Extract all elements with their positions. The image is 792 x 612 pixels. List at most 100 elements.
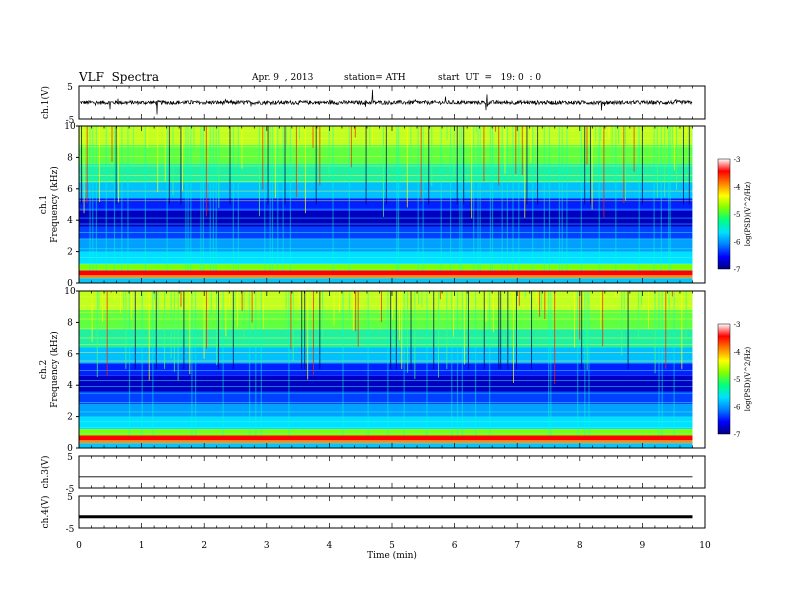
ch2-spectrogram-band xyxy=(79,443,693,448)
ch1-spectrogram-tone-line xyxy=(79,217,693,219)
ch1-spectrogram-streak xyxy=(580,126,582,271)
ch1-spectrogram-streak xyxy=(479,126,481,271)
ch2-spectrogram-streak xyxy=(357,291,359,347)
ch1-spectrogram-streak xyxy=(164,126,166,181)
ch1-spectrogram-tone-line xyxy=(79,276,693,278)
ch2-spectrogram-streak xyxy=(222,291,224,436)
ch2-spectrogram-streak xyxy=(349,291,351,323)
ch1-spectrogram-tone-line xyxy=(79,165,693,167)
ch1-spectrogram-streak xyxy=(92,126,94,271)
ch2-spectrogram-tone-line xyxy=(79,401,693,403)
ch1-spectrogram-tone-line xyxy=(79,137,693,139)
ch2-spectrogram-streak xyxy=(548,291,550,436)
ch2-spectrogram-colorbar xyxy=(717,323,731,435)
ch2-spectrogram-streak xyxy=(96,291,98,378)
ch1-spectrogram-band xyxy=(79,210,693,227)
ch2-spectrogram-streak xyxy=(456,291,459,436)
ch2-spectrogram-tone-line xyxy=(79,392,693,394)
ch1-spectrogram-streak xyxy=(332,126,334,271)
xtick-label: 5 xyxy=(389,541,395,551)
ch2-spectrogram-dark-streak xyxy=(395,291,397,370)
ch1-spectrogram-streak xyxy=(354,126,356,138)
ch2-spectrogram-tone-line xyxy=(79,296,693,298)
ch1-spectrogram-streak xyxy=(473,126,475,271)
ch1-spectrogram-streak xyxy=(608,126,610,139)
ch2-spectrogram-streak xyxy=(260,291,262,436)
ch1-spectrogram-streak xyxy=(396,126,398,271)
ch2-spectrogram-streak xyxy=(544,291,546,320)
ch2-spectrogram-ylabel-channel: ch.2 xyxy=(39,360,49,379)
ch1-spectrogram-dark-streak xyxy=(641,126,643,205)
ch2-spectrogram-streak xyxy=(255,291,257,436)
ch1-spectrogram-streak xyxy=(656,126,658,198)
ch1-spectrogram-streak xyxy=(172,126,174,196)
ch2-spectrogram-streak xyxy=(474,291,477,436)
ch2-spectrogram-streak xyxy=(123,291,125,330)
ch2-spectrogram-band xyxy=(79,347,693,364)
ch1-spectrogram-streak xyxy=(532,126,534,271)
ch1-spectrogram-streak xyxy=(218,126,220,208)
ch1-spectrogram-streak xyxy=(127,126,129,271)
ch1-spectrogram-streak xyxy=(422,126,424,271)
ch2-spectrogram-streak xyxy=(438,291,439,378)
ch1-spectrogram-streak xyxy=(295,126,297,198)
ch1-spectrogram-streak xyxy=(406,126,408,208)
xtick-label: 8 xyxy=(577,541,583,551)
ch1-spectrogram-dark-streak xyxy=(584,126,586,205)
ch1-spectrogram-streak xyxy=(269,126,271,271)
ch1-spectrogram-band xyxy=(79,270,693,276)
ch2-spectrogram-streak xyxy=(203,291,205,359)
ch1-spectrogram-tone-line xyxy=(79,248,693,250)
ch2-spectrogram-streak xyxy=(681,291,683,370)
ch2-spectrogram-streak xyxy=(228,291,230,307)
ch2-spectrogram-streak xyxy=(641,291,643,306)
ch1-spectrogram-streak xyxy=(89,126,91,271)
ch3-waveform-ytick-top: 5 xyxy=(67,453,73,463)
ch2-spectrogram-streak xyxy=(237,291,238,328)
ch2-spectrogram-tone-line xyxy=(79,305,693,307)
ch2-spectrogram-ytick: 2 xyxy=(67,413,73,423)
ch1-spectrogram-ytick: 10 xyxy=(64,122,76,132)
xaxis-label: Time (min) xyxy=(367,550,417,561)
ch1-spectrogram-streak xyxy=(459,126,461,271)
ch2-spectrogram-ytick: 6 xyxy=(67,350,73,360)
ch1-spectrogram-streak xyxy=(86,126,88,203)
ch2-spectrogram-streak xyxy=(654,291,656,374)
station-label: station= ATH xyxy=(344,73,406,83)
ch1-spectrogram-streak xyxy=(504,126,506,174)
ch2-spectrogram-band xyxy=(79,375,693,392)
ch1-spectrogram-streak xyxy=(491,126,494,271)
ch2-spectrogram-streak xyxy=(401,291,403,370)
ch2-spectrogram-band xyxy=(79,435,693,441)
ch1-spectrogram-dark-streak xyxy=(526,126,528,205)
ch2-spectrogram-streak xyxy=(446,291,448,370)
ch2-spectrogram-streak xyxy=(157,291,159,322)
ch1-spectrogram-streak xyxy=(521,126,523,176)
ch2-spectrogram-streak xyxy=(489,291,491,436)
ch4-waveform-ytick-bottom: -5 xyxy=(66,525,75,535)
ch2-spectrogram-ytick: 0 xyxy=(67,444,73,454)
ch1-spectrogram-streak xyxy=(328,126,330,177)
ch1-spectrogram-dark-streak xyxy=(315,126,317,205)
ch1-spectrogram-streak xyxy=(477,126,479,271)
ch1-spectrogram-streak xyxy=(410,126,412,163)
ch1-spectrogram-streak xyxy=(543,126,545,271)
ch1-spectrogram-colorbar-label: log(PSD)(V^2/Hz) xyxy=(744,181,752,246)
ch1-spectrogram-streak xyxy=(417,126,419,271)
ch2-spectrogram-streak xyxy=(623,291,625,319)
ch1-spectrogram-streak xyxy=(494,126,496,132)
ch1-spectrogram-streak xyxy=(501,126,503,271)
ch2-spectrogram-streak xyxy=(392,291,393,319)
ch1-spectrogram-streak xyxy=(383,126,384,217)
ch2-spectrogram-streak xyxy=(465,291,467,330)
ch1-spectrogram-streak xyxy=(515,126,517,175)
ch2-spectrogram-tone-line xyxy=(79,386,693,387)
ch2-spectrogram-streak xyxy=(399,291,400,341)
ch2-spectrogram-streak xyxy=(288,291,290,436)
ch2-spectrogram-streak xyxy=(579,291,581,340)
ch1-spectrogram-gap xyxy=(692,126,705,283)
ch1-spectrogram-streak xyxy=(289,126,291,271)
ch1-spectrogram-dark-streak xyxy=(589,126,591,205)
ch2-spectrogram-dark-streak xyxy=(390,291,392,370)
